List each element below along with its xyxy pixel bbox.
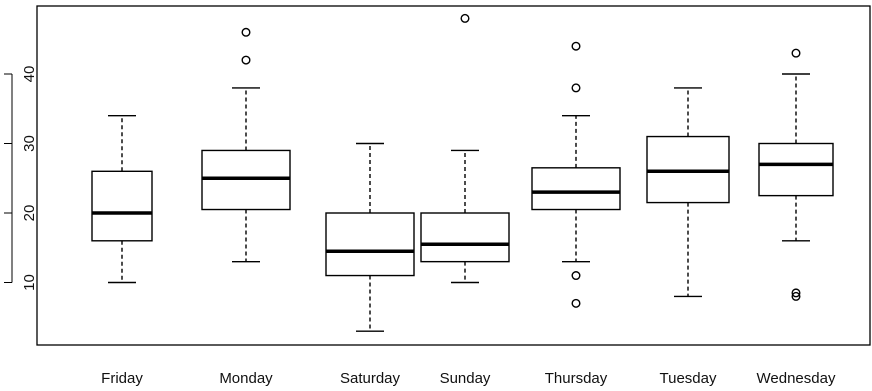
- x-tick-label: Sunday: [440, 370, 491, 387]
- outlier-point: [571, 271, 581, 281]
- x-axis-labels: Friday Monday Saturday Sunday Thursday Tuesda…: [101, 370, 836, 387]
- outlier-point: [241, 55, 251, 65]
- outlier-point: [791, 48, 801, 58]
- x-tick-label: Monday: [219, 370, 273, 387]
- box-sunday: [420, 13, 510, 284]
- iqr-box: [531, 167, 621, 211]
- outlier-point: [241, 27, 251, 37]
- iqr-box: [758, 142, 834, 197]
- iqr-box: [91, 170, 153, 242]
- box-monday: [201, 27, 291, 263]
- box-thursday: [531, 41, 621, 308]
- box-wednesday: [758, 48, 834, 301]
- x-tick-label: Saturday: [340, 370, 401, 387]
- outlier-point: [571, 41, 581, 51]
- outlier-point: [571, 298, 581, 308]
- plot-frame: [36, 5, 871, 346]
- box-group: [91, 13, 834, 332]
- y-tick-label: 10: [21, 274, 38, 291]
- outlier-point: [791, 291, 801, 301]
- iqr-box: [325, 212, 415, 277]
- outlier-point: [460, 13, 470, 23]
- box-saturday: [325, 142, 415, 332]
- y-tick-label: 40: [21, 66, 38, 83]
- y-tick-label: 30: [21, 135, 38, 152]
- box-friday: [91, 114, 153, 284]
- y-axis: 10 20 30 40: [4, 66, 38, 291]
- x-tick-label: Tuesday: [660, 370, 717, 387]
- x-tick-label: Friday: [101, 370, 143, 387]
- outlier-point: [571, 83, 581, 93]
- y-tick-label: 20: [21, 205, 38, 222]
- x-tick-label: Thursday: [545, 370, 608, 387]
- x-tick-label: Wednesday: [757, 370, 836, 387]
- iqr-box: [420, 212, 510, 263]
- box-tuesday: [646, 87, 730, 298]
- outlier-point: [791, 288, 801, 298]
